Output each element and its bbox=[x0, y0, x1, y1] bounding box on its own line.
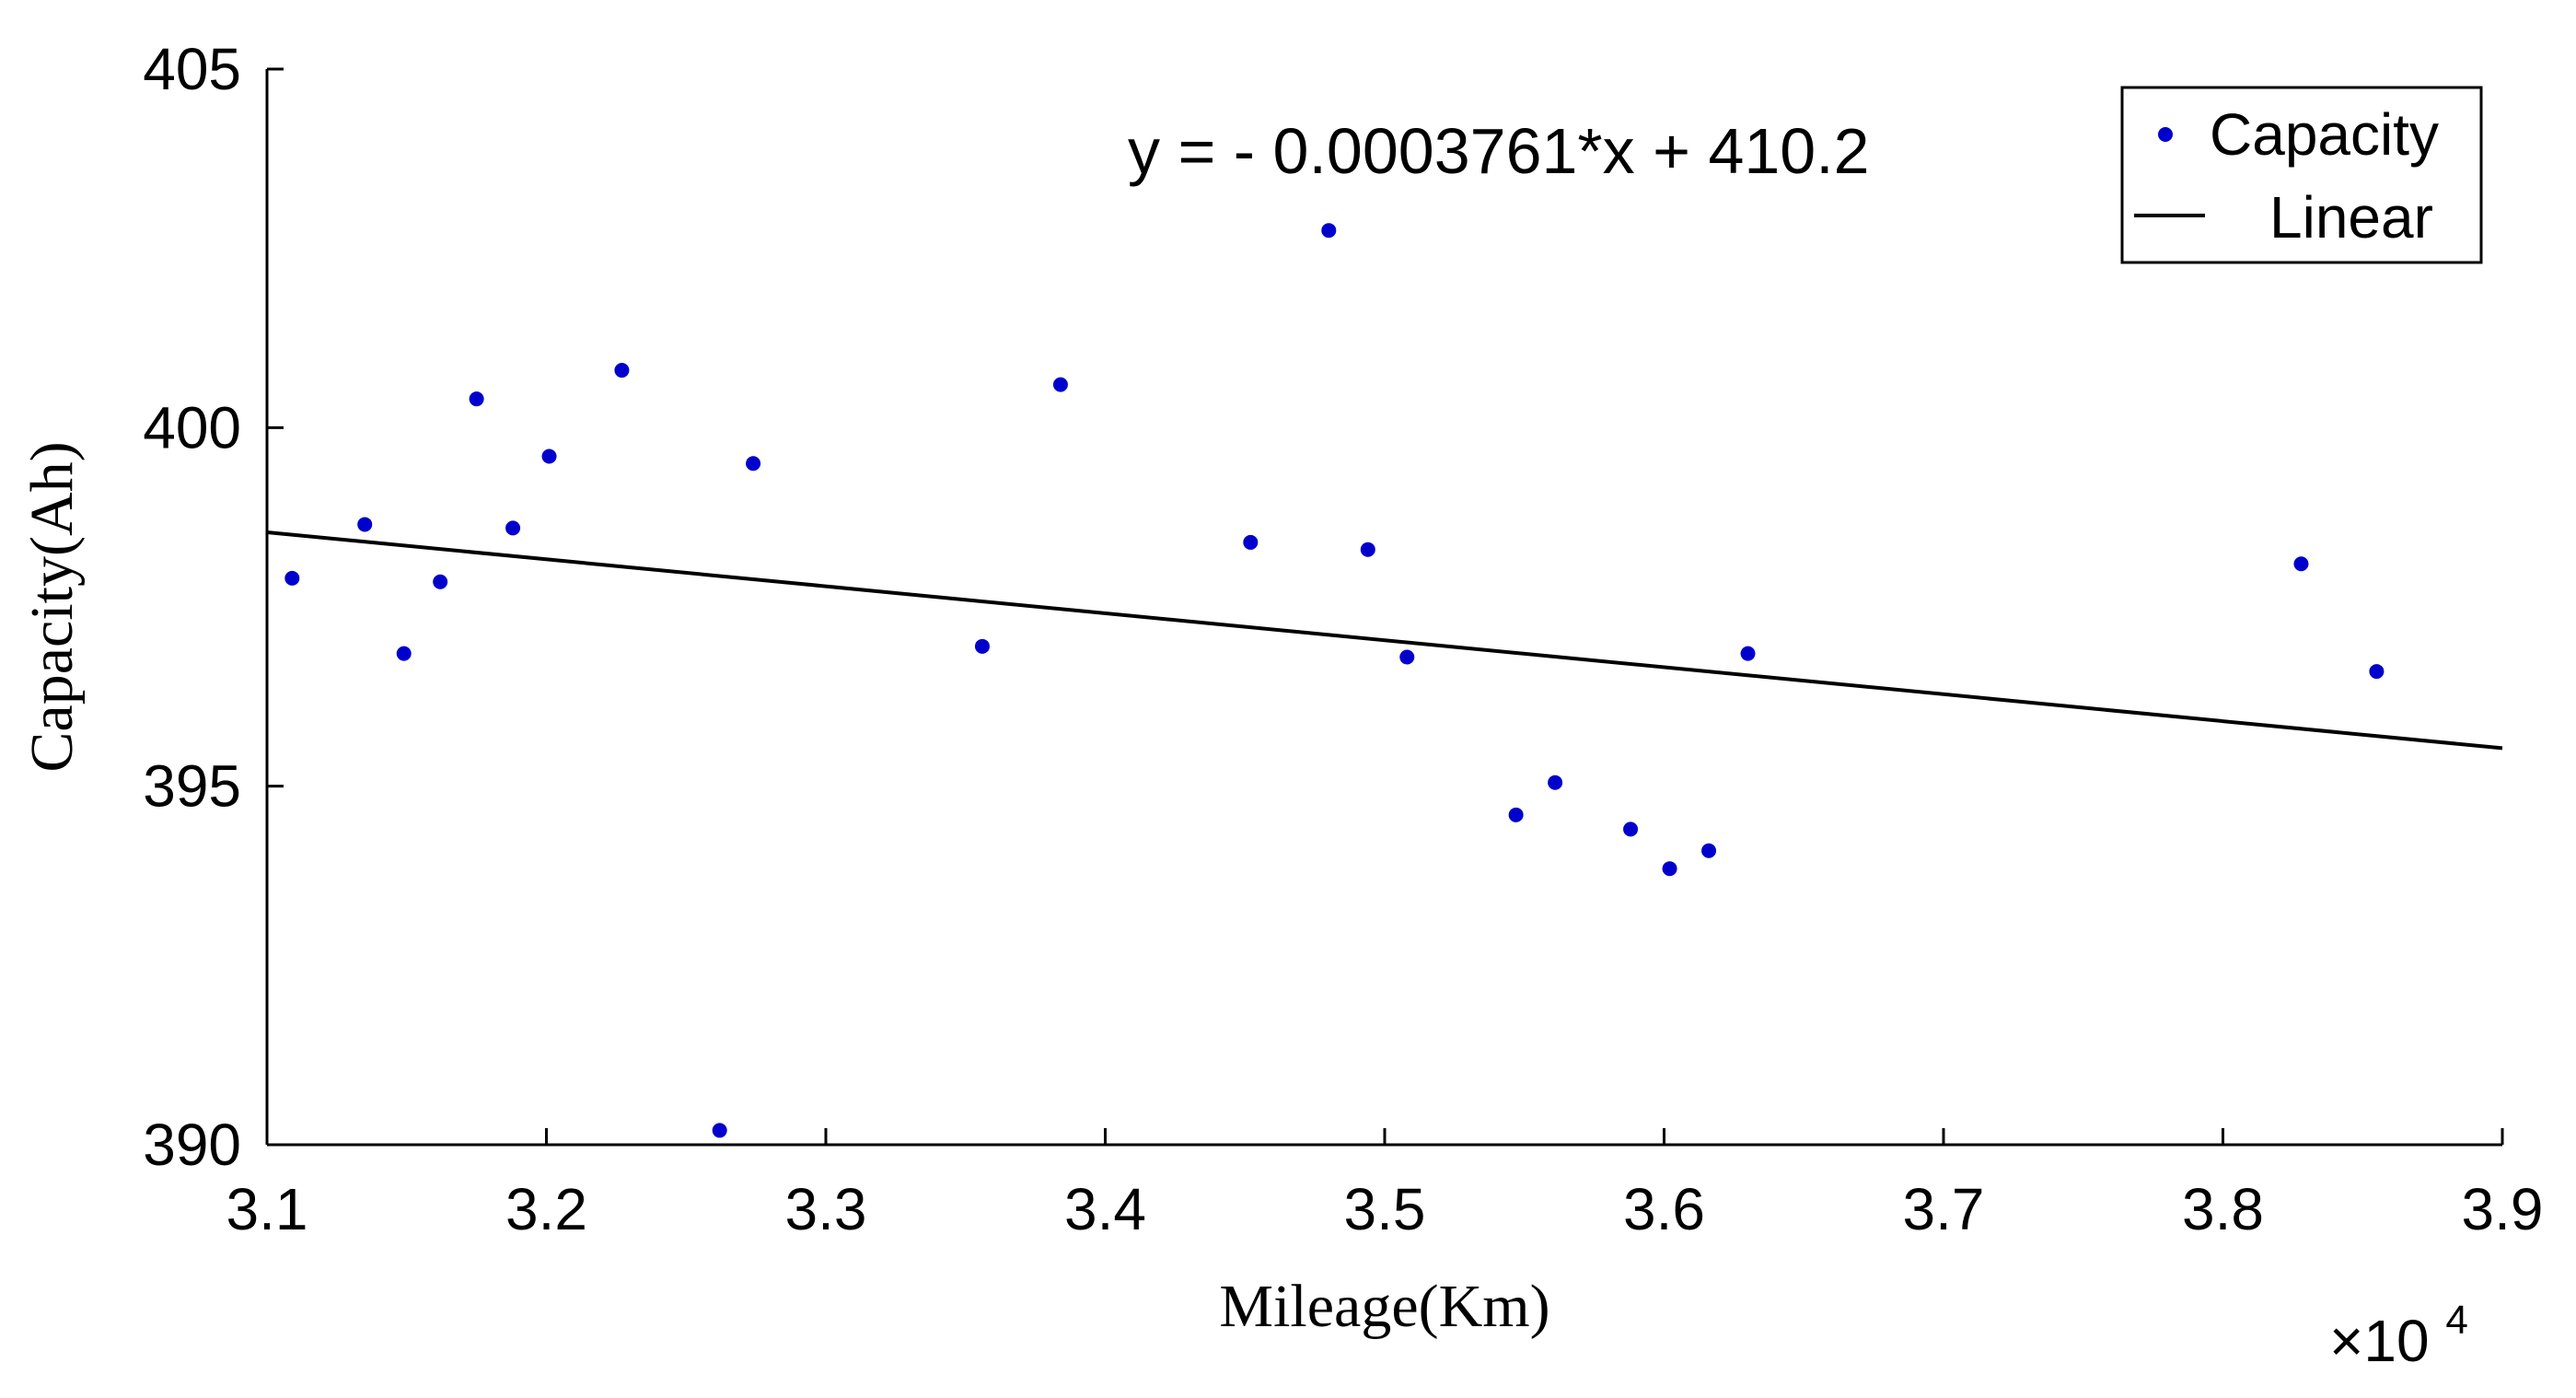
legend-label-linear: Linear bbox=[2269, 184, 2433, 250]
legend-marker-capacity bbox=[2158, 127, 2173, 142]
data-point bbox=[284, 570, 300, 586]
legend: Capacity Linear bbox=[2120, 86, 2483, 264]
data-points-layer bbox=[284, 223, 2385, 1138]
tick-labels: 3.1 3.2 3.3 3.4 3.5 3.6 3.7 3.8 3.9 390 395 400 405 bbox=[143, 36, 2543, 1242]
x-axis-exponent-power: 4 bbox=[2445, 1298, 2467, 1343]
legend-box bbox=[2120, 86, 2483, 264]
data-point bbox=[712, 1123, 727, 1138]
data-point bbox=[2369, 664, 2385, 680]
data-point bbox=[1662, 861, 1677, 877]
data-point bbox=[469, 391, 484, 407]
x-tick-label: 3.4 bbox=[1064, 1176, 1146, 1242]
data-point bbox=[1321, 223, 1337, 239]
data-point bbox=[1508, 807, 1524, 822]
x-tick-label: 3.9 bbox=[2462, 1176, 2544, 1242]
data-point bbox=[1360, 542, 1375, 557]
data-point bbox=[2293, 556, 2309, 572]
x-axis-exponent-base: ×10 bbox=[2329, 1308, 2430, 1374]
x-tick-label: 3.1 bbox=[226, 1176, 308, 1242]
data-point bbox=[357, 517, 373, 532]
y-tick-label: 395 bbox=[143, 753, 241, 820]
regression-equation-annotation: y = - 0.0003761*x + 410.2 bbox=[1128, 115, 1870, 187]
data-point bbox=[1399, 649, 1415, 665]
data-point bbox=[1243, 534, 1259, 550]
y-tick-label: 390 bbox=[143, 1112, 241, 1178]
legend-label-capacity: Capacity bbox=[2210, 101, 2439, 168]
fit-line-layer bbox=[266, 530, 2503, 751]
data-point bbox=[1701, 843, 1717, 858]
data-point bbox=[396, 646, 412, 661]
fit-line bbox=[266, 530, 2503, 751]
x-tick-label: 3.7 bbox=[1903, 1176, 1985, 1242]
y-tick-label: 405 bbox=[143, 36, 241, 102]
x-tick-label: 3.2 bbox=[505, 1176, 587, 1242]
data-point bbox=[1623, 821, 1639, 837]
x-tick-label: 3.5 bbox=[1344, 1176, 1426, 1242]
x-tick-label: 3.8 bbox=[2182, 1176, 2264, 1242]
data-point bbox=[505, 520, 521, 536]
data-point bbox=[541, 449, 557, 464]
data-point bbox=[1548, 775, 1563, 790]
data-point bbox=[1740, 646, 1756, 661]
x-tick-label: 3.6 bbox=[1623, 1176, 1705, 1242]
y-axis-title: Capacity(Ah) bbox=[18, 441, 86, 772]
data-point bbox=[746, 456, 761, 472]
data-point bbox=[614, 363, 630, 379]
x-axis-exponent-label: ×10 4 bbox=[2329, 1298, 2468, 1374]
data-point bbox=[433, 574, 448, 589]
x-tick-label: 3.3 bbox=[785, 1176, 867, 1242]
y-tick-label: 400 bbox=[143, 394, 241, 460]
axes bbox=[265, 67, 2504, 1147]
data-point bbox=[1052, 377, 1068, 392]
x-axis-title: Mileage(Km) bbox=[1219, 1273, 1549, 1340]
data-point bbox=[974, 638, 990, 654]
